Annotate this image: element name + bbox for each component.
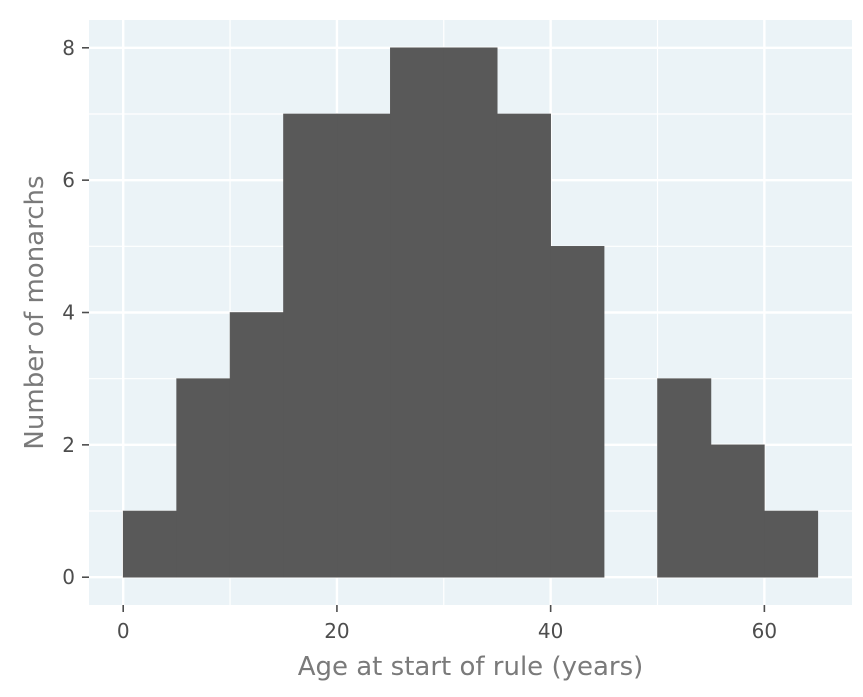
histogram-bar bbox=[710, 444, 765, 578]
histogram-bar bbox=[443, 47, 498, 578]
y-tick-label: 8 bbox=[62, 36, 75, 60]
x-axis: 0 20 40 60 bbox=[117, 605, 777, 643]
x-tick-label: 40 bbox=[538, 619, 563, 643]
histogram-bar bbox=[229, 312, 284, 578]
x-tick-label: 60 bbox=[752, 619, 777, 643]
histogram-bar bbox=[657, 378, 712, 578]
y-axis: 0 2 4 6 8 bbox=[62, 36, 89, 589]
histogram-bar bbox=[336, 113, 391, 578]
y-tick-label: 0 bbox=[62, 565, 75, 589]
histogram-bar bbox=[390, 47, 445, 578]
histogram-bar bbox=[122, 510, 177, 578]
x-tick-label: 20 bbox=[324, 619, 349, 643]
y-axis-title: Number of monarchs bbox=[20, 175, 50, 449]
histogram-bar bbox=[496, 113, 551, 578]
histogram-bars bbox=[122, 47, 819, 578]
y-tick-label: 6 bbox=[62, 168, 75, 192]
histogram-bar bbox=[764, 510, 819, 578]
histogram-bar bbox=[550, 246, 605, 578]
y-tick-label: 4 bbox=[62, 301, 75, 325]
y-tick-label: 2 bbox=[62, 433, 75, 457]
x-axis-title: Age at start of rule (years) bbox=[298, 652, 644, 682]
histogram-bar bbox=[176, 378, 231, 578]
histogram-bar bbox=[283, 113, 338, 578]
x-tick-label: 0 bbox=[117, 619, 130, 643]
